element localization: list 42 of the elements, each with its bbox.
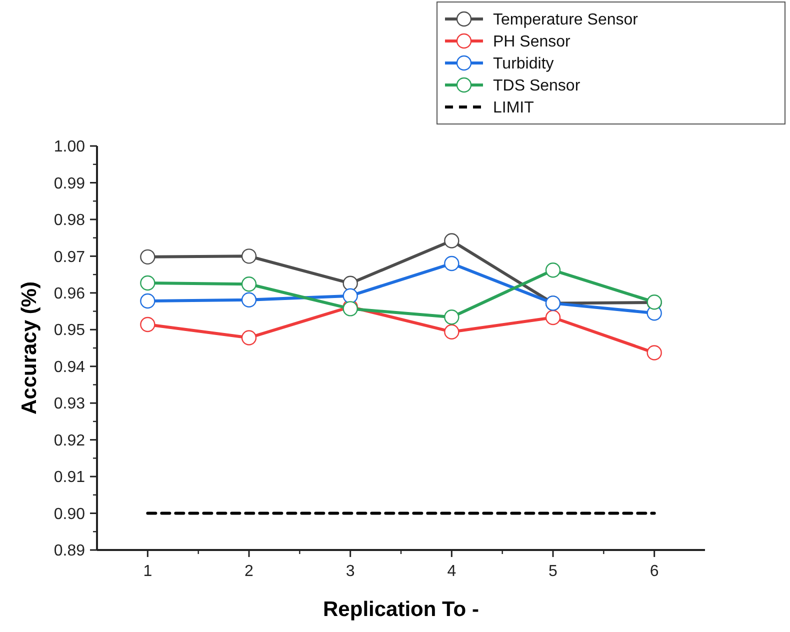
y-tick-label: 0.92 (54, 432, 86, 450)
y-tick-label: 1.00 (54, 138, 86, 156)
point (241, 330, 257, 346)
y-tick-label: 0.94 (54, 358, 86, 376)
point (545, 310, 561, 326)
x-tick-label: 3 (346, 563, 355, 580)
point (444, 256, 460, 272)
legend-label: Turbidity (493, 56, 554, 73)
x-axis-title: Replication To - (323, 598, 479, 621)
y-tick-label: 0.89 (54, 542, 86, 560)
x-tick-label: 5 (548, 563, 558, 580)
point (545, 262, 561, 278)
point (241, 276, 257, 292)
point (140, 275, 156, 291)
point (342, 288, 358, 304)
y-tick-label: 0.90 (54, 506, 86, 523)
x-tick-label: 4 (447, 563, 456, 580)
point (444, 310, 460, 325)
point (444, 324, 460, 340)
y-tick-label: 0.93 (54, 396, 86, 413)
y-tick-label: 0.98 (54, 212, 86, 230)
y-tick-label: 0.97 (54, 248, 86, 266)
y-tick-label: 0.96 (54, 286, 86, 303)
point (140, 249, 156, 265)
x-tick-label: 6 (650, 563, 659, 580)
point (444, 233, 460, 248)
point (342, 276, 358, 291)
y-axis-title: Accuracy (%) (18, 281, 41, 415)
legend-label: Temperature Sensor (493, 12, 639, 29)
y-tick-label: 0.91 (54, 469, 86, 486)
point (646, 345, 662, 360)
y-tick-label: 0.99 (54, 175, 86, 192)
legend-label: TDS Sensor (493, 78, 581, 95)
legend-label: LIMIT (493, 100, 534, 117)
legend-label: PH Sensor (493, 34, 572, 51)
point (241, 248, 257, 264)
point (140, 316, 156, 332)
x-tick-label: 2 (244, 563, 254, 580)
point (241, 292, 257, 308)
y-tick-label: 0.95 (54, 322, 86, 340)
x-tick-label: 1 (143, 563, 152, 580)
point (140, 293, 156, 309)
